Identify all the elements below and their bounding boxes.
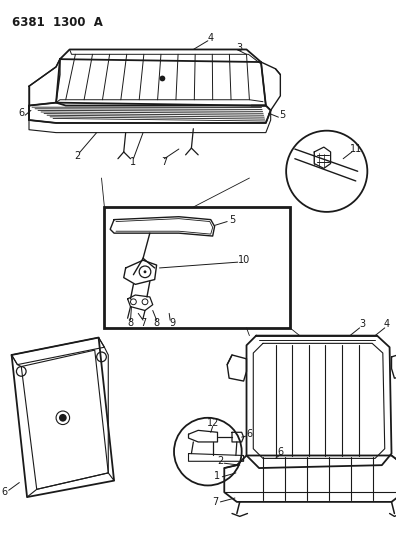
Text: 7: 7	[139, 318, 146, 328]
Text: 2: 2	[74, 151, 80, 161]
Text: 7: 7	[212, 497, 218, 507]
Circle shape	[159, 76, 165, 82]
Text: 6: 6	[18, 108, 24, 118]
Text: 3: 3	[236, 43, 242, 53]
Bar	[104, 207, 289, 328]
Text: 7: 7	[161, 157, 167, 167]
Text: 6: 6	[246, 429, 252, 439]
Circle shape	[143, 270, 146, 273]
Text: 1: 1	[130, 157, 136, 167]
Text: 8: 8	[153, 318, 159, 328]
Text: 2: 2	[217, 456, 223, 466]
Text: 5: 5	[228, 215, 234, 224]
Text: 1: 1	[214, 471, 220, 481]
Text: 3: 3	[359, 319, 365, 329]
Text: 5: 5	[279, 110, 285, 120]
Text: 11: 11	[349, 144, 361, 154]
Text: 5: 5	[407, 357, 409, 367]
Text: 6: 6	[276, 447, 283, 457]
Text: 12: 12	[206, 418, 218, 427]
Text: 4: 4	[383, 319, 389, 329]
Text: 6381  1300  A: 6381 1300 A	[11, 16, 102, 29]
Text: 6: 6	[2, 487, 8, 497]
Text: 9: 9	[169, 318, 175, 328]
Circle shape	[59, 414, 67, 422]
Text: 8: 8	[127, 318, 133, 328]
Text: 10: 10	[237, 255, 249, 265]
Text: 4: 4	[207, 33, 213, 43]
